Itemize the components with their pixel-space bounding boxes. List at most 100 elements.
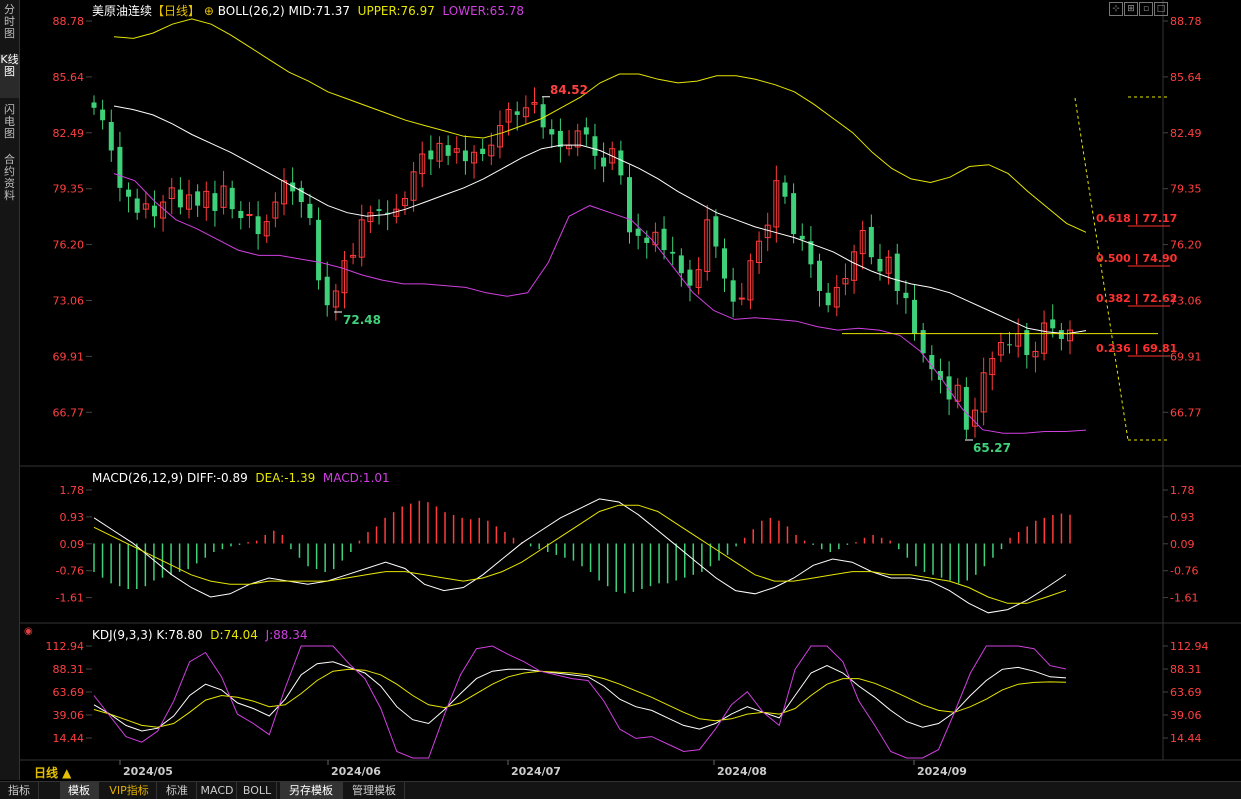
candle-body [756, 240, 763, 264]
tab-save-template[interactable]: 另存模板 [280, 782, 343, 799]
candle-body [1032, 350, 1039, 358]
candle-body [350, 254, 357, 258]
kdj-d-line [93, 668, 1067, 728]
macd-label: MACD(26,12,9) [92, 471, 184, 485]
bottom-toolbar: 指标 模板 VIP指标 标准 MACD BOLL 另存模板 管理模板 [0, 781, 1241, 799]
candle-body [808, 241, 814, 265]
kdj-j: J:88.34 [265, 628, 308, 642]
candle-body [212, 193, 218, 211]
candle-body [168, 187, 175, 199]
tab-template[interactable]: 模板 [60, 782, 99, 799]
candle-body [773, 180, 780, 228]
fib-trend-line [1074, 97, 1129, 441]
main-ytick-left: 66.77 [53, 406, 85, 419]
candle-body [332, 290, 339, 308]
settings-icon[interactable]: ⊕ [203, 4, 214, 18]
candle-body [885, 256, 892, 274]
kdj-k: K:78.80 [156, 628, 203, 642]
kdj-k-line [93, 661, 1067, 732]
candle-body [817, 260, 823, 291]
tab-manage-template[interactable]: 管理模板 [344, 782, 405, 799]
layout-icon[interactable]: ⊞ [1124, 2, 1138, 16]
candle-body [177, 189, 183, 208]
candle-body [488, 144, 495, 157]
macd-legend: MACD(26,12,9) DIFF:-0.89 DEA:-1.39 MACD:… [92, 471, 390, 485]
main-ytick-right: 85.64 [1170, 71, 1202, 84]
fib-level-label: 0.618 | 77.17 [1096, 212, 1177, 225]
candle-body [1050, 319, 1056, 329]
period-selector[interactable]: 日线 ▲ [34, 766, 72, 780]
candle-body [341, 260, 348, 294]
sidebar-item-flash[interactable]: 闪电图 [4, 103, 15, 140]
candle-body [480, 148, 486, 155]
chart-area[interactable]: 84.52 72.48 65.27 0.618 | 77.17 0.500 | 74.9… [20, 0, 1241, 780]
tab-macd[interactable]: MACD [198, 782, 237, 799]
candle-body [791, 193, 797, 235]
kdj-ytick-right: 39.06 [1170, 709, 1202, 722]
candle-body [255, 216, 261, 235]
candle-body [678, 255, 684, 274]
candle-body [496, 125, 503, 148]
sidebar-item-timeshare[interactable]: 分时图 [4, 3, 15, 40]
candle-body [126, 189, 132, 197]
candle-body [912, 299, 918, 334]
candle-body [868, 226, 874, 258]
candle-body [298, 187, 304, 203]
candle-body [134, 198, 140, 213]
candle-body [186, 194, 193, 210]
candle-body [100, 109, 106, 121]
candle-body [877, 258, 883, 272]
high-price-label: 84.52 [550, 83, 588, 97]
macd-ytick-left: 0.93 [60, 511, 85, 524]
fib-level-label: 0.382 | 72.62 [1096, 292, 1177, 305]
candle-body [627, 177, 633, 233]
candle-body [1067, 329, 1073, 342]
candle-body [661, 228, 667, 251]
candle-body [358, 219, 365, 258]
candle-body [160, 201, 167, 219]
maximize-icon[interactable]: □ [1154, 2, 1168, 16]
kdj-ytick-right: 14.44 [1170, 732, 1202, 745]
candle-body [445, 145, 451, 156]
candle-body [635, 228, 641, 236]
candle-body [410, 171, 417, 201]
fullscreen-icon[interactable]: ⊹ [1109, 2, 1123, 16]
sidebar-item-contract-info[interactable]: 合约资料 [4, 153, 15, 202]
macd-ytick-right: 0.09 [1170, 538, 1195, 551]
kline-chart-svg[interactable]: 84.52 72.48 65.27 0.618 | 77.17 0.500 | 74.9… [20, 0, 1241, 780]
candle-body [894, 253, 900, 291]
main-legend: 美原油连续【日线】 ⊕ BOLL(26,2) MID:71.37 UPPER:7… [92, 2, 524, 19]
main-ytick-right: 76.20 [1170, 239, 1202, 252]
candle-body [1041, 322, 1048, 354]
candle-body [195, 191, 201, 206]
kdj-ytick-left: 112.94 [46, 640, 85, 653]
candle-body [522, 107, 529, 118]
tab-standard[interactable]: 标准 [158, 782, 197, 799]
restore-icon[interactable]: ▫ [1139, 2, 1153, 16]
kdj-ytick-right: 112.94 [1170, 640, 1209, 653]
main-ytick-right: 73.06 [1170, 295, 1202, 308]
candle-body [747, 260, 754, 301]
kdj-ytick-left: 63.69 [53, 686, 85, 699]
tab-vip-indicator[interactable]: VIP指标 [102, 782, 157, 799]
candle-body [514, 111, 520, 115]
tab-boll[interactable]: BOLL [238, 782, 277, 799]
indicator-close-icon[interactable]: ◉ [24, 626, 33, 637]
candle-body [1024, 330, 1030, 356]
candle-body [462, 150, 468, 162]
main-ytick-left: 76.20 [53, 239, 85, 252]
boll-lower: LOWER:65.78 [442, 4, 525, 18]
candle-body [825, 292, 831, 306]
x-month-label: 2024/05 [123, 765, 173, 778]
sidebar-item-kline[interactable]: K线图 [0, 54, 19, 98]
candle-body [549, 129, 555, 135]
candle-body [963, 387, 969, 430]
tab-indicator[interactable]: 指标 [0, 782, 39, 799]
candle-body [989, 358, 996, 376]
candle-body [419, 153, 426, 175]
candle-body [428, 150, 434, 160]
macd-ytick-right: 1.78 [1170, 484, 1195, 497]
candle-body [833, 286, 840, 308]
x-month-label: 2024/09 [917, 765, 967, 778]
main-ytick-right: 69.91 [1170, 350, 1202, 363]
